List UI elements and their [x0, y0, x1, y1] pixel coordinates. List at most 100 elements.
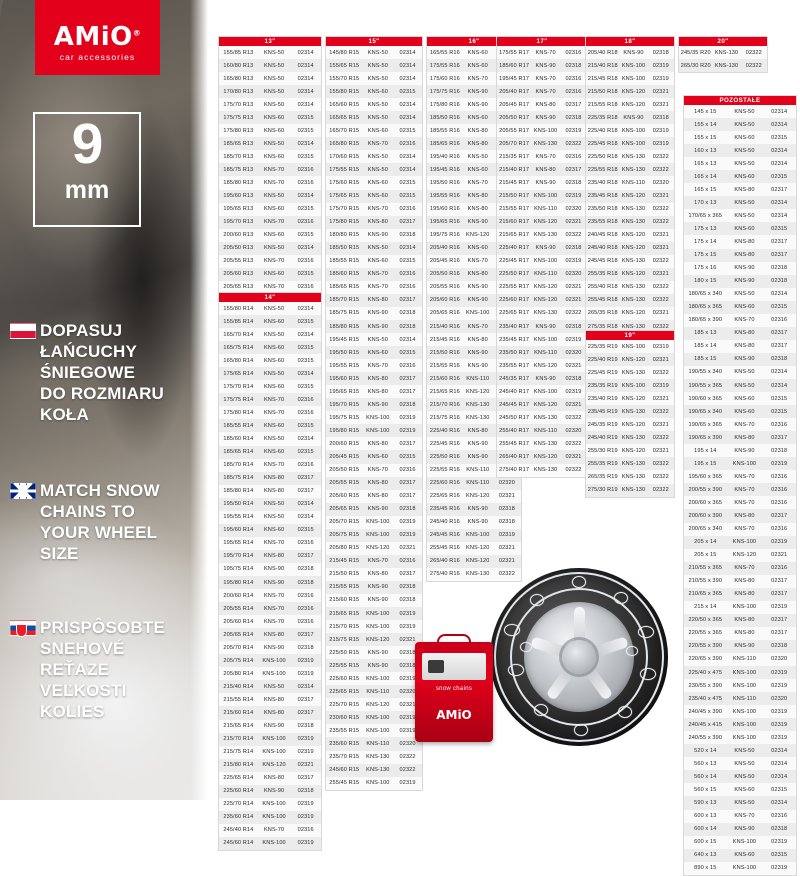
chain-model-cell: KNS-100: [366, 714, 390, 721]
tyre-size-cell: 265/35 R18: [587, 310, 618, 317]
table-row: 215/80 R14 KNS-120 02321: [219, 758, 321, 772]
table-row: 235/50 R17 KNS-110 02320: [497, 346, 587, 360]
chain-model-cell: KNS-70: [263, 827, 285, 834]
table-row: 275/35 R18 KNS-130 02322: [586, 319, 674, 334]
product-code-cell: 02315: [399, 179, 416, 186]
chain-model-cell: KNS-50: [367, 49, 388, 56]
tyre-size-cell: 195/45 R15: [329, 336, 360, 343]
tyre-size-cell: 255/45 R17: [499, 440, 530, 447]
chain-model-cell: KNS-80: [263, 553, 285, 560]
product-code-cell: 02321: [652, 447, 669, 454]
chain-model-cell: KNS-70: [734, 486, 755, 493]
product-code-cell: 02314: [771, 747, 788, 754]
chain-model-cell: KNS-110: [534, 206, 558, 213]
chain-model-cell: KNS-100: [533, 336, 558, 343]
product-code-cell: 02319: [399, 780, 416, 787]
table-row: 235/45 R18 KNS-120 02321: [586, 189, 674, 203]
table-row: 265/40 R17 KNS-120 02321: [497, 450, 587, 464]
chain-model-cell: KNS-50: [367, 245, 388, 252]
chain-model-cell: KNS-50: [734, 147, 755, 154]
chain-model-cell: KNS-110: [366, 741, 390, 747]
table-row: 245/45 R16 KNS-100 02319: [427, 528, 521, 542]
table-row: 215/65 R15 KNS-100 02319: [326, 607, 422, 621]
chain-model-cell: KNS-110: [466, 480, 490, 487]
product-code-cell: 02319: [771, 604, 788, 611]
tyre-size-cell: 175/70 R13: [223, 101, 254, 108]
tyre-size-cell: 215/55 R18: [587, 101, 618, 108]
chain-model-cell: KNS-70: [367, 558, 388, 565]
tyre-size-cell: 235/45 R19: [587, 408, 618, 415]
chain-model-cell: KNS-120: [533, 401, 558, 408]
product-code-cell: 02322: [652, 408, 669, 415]
table-row: 185/80 R15 KNS-90 02318: [326, 319, 422, 334]
chain-model-cell: KNS-50: [263, 331, 285, 338]
tyre-size-cell: 230/60 R15: [329, 714, 360, 721]
chain-model-cell: KNS-100: [732, 460, 757, 467]
chain-model-cell: KNS-60: [263, 357, 285, 364]
tyre-size-cell: 165/80 R13: [223, 75, 254, 82]
table-row: 240/45 x 390 KNS-100 02319: [684, 705, 796, 719]
chain-model-cell: KNS-100: [366, 414, 390, 421]
tyre-size-cell: 255/30 R19: [587, 447, 618, 454]
tyre-size-cell: 235/60 R14: [223, 814, 254, 821]
product-code-cell: 02317: [297, 488, 314, 495]
product-code-cell: 02314: [297, 193, 314, 200]
chain-model-cell: KNS-120: [621, 232, 646, 239]
chain-model-cell: KNS-50: [263, 245, 285, 252]
product-code-cell: 02317: [399, 480, 416, 487]
chain-model-cell: KNS-80: [734, 330, 755, 337]
table-row: 165/80 R14 KNS-60 02315: [219, 354, 321, 368]
chain-model-cell: KNS-120: [732, 552, 757, 559]
tyre-size-cell: 235/55 R18: [587, 219, 618, 226]
product-code-cell: 02314: [771, 382, 788, 389]
chain-model-cell: KNS-130: [533, 440, 558, 447]
table-row: 205/60 R13 KNS-60 02315: [219, 267, 321, 281]
chain-model-cell: KNS-80: [467, 193, 488, 200]
chain-model-cell: KNS-60: [734, 786, 755, 793]
product-code-cell: 02322: [745, 49, 762, 56]
table-row: 225/45 R17 KNS-100 02319: [497, 254, 587, 268]
tyre-size-cell: 185 x 15: [694, 356, 717, 363]
tyre-size-cell: 245/40 R18: [587, 245, 618, 252]
product-code-cell: 02315: [297, 127, 314, 134]
table-row: 235/35 R19 KNS-100 02319: [586, 379, 674, 393]
tyre-size-cell: 225/60 R17: [499, 297, 530, 304]
chain-model-cell: KNS-120: [466, 545, 490, 552]
table-row: 255/35 R19 KNS-130 02322: [586, 457, 674, 471]
product-code-cell: 02319: [399, 414, 416, 421]
chain-model-cell: KNS-90: [263, 579, 285, 586]
product-code-cell: 02321: [771, 552, 788, 559]
product-code-cell: 02319: [297, 801, 314, 808]
chain-model-cell: KNS-120: [533, 284, 558, 291]
chain-model-cell: KNS-130: [714, 62, 739, 69]
table-row: 215/70 R15 KNS-100 02319: [326, 620, 422, 634]
product-code-cell: 02315: [399, 258, 416, 265]
tyre-size-cell: 215/50 R16: [429, 349, 460, 356]
table-row: 165/75 R14 KNS-60 02315: [219, 341, 321, 355]
chain-model-cell: KNS-90: [367, 310, 388, 317]
tyre-size-cell: 230/55 x 390: [688, 682, 723, 689]
tyre-size-cell: 185/55 R14: [223, 422, 254, 429]
tyre-size-cell: 205/60 R15: [329, 493, 360, 500]
tyre-size-cell: 205/70 R17: [499, 140, 530, 147]
chain-model-cell: KNS-60: [263, 114, 285, 121]
product-code-cell: 02321: [652, 421, 669, 428]
chain-model-cell: KNS-80: [734, 630, 755, 637]
table-row: 175/75 R13 KNS-60 02315: [219, 111, 321, 125]
chain-model-cell: KNS-110: [732, 695, 756, 702]
tyre-size-cell: 175 x 16: [694, 265, 717, 272]
table-row: 220/50 x 365 KNS-80 02317: [684, 613, 796, 627]
tyre-size-cell: 225/60 R16: [429, 480, 460, 487]
chain-model-cell: KNS-80: [367, 297, 388, 304]
table-row: 215/75 R14 KNS-100 02319: [219, 745, 321, 759]
tyre-size-cell: 210/55 x 365: [688, 565, 723, 572]
product-code-cell: 02318: [565, 245, 582, 252]
product-code-cell: 02316: [399, 467, 416, 474]
chain-model-cell: KNS-120: [466, 232, 490, 239]
chain-model-cell: KNS-90: [734, 265, 755, 272]
product-code-cell: 02320: [565, 206, 582, 213]
tyre-size-cell: 245/60 R14: [223, 840, 254, 847]
chain-model-cell: KNS-80: [367, 440, 388, 447]
chain-model-cell: KNS-100: [732, 839, 757, 846]
tyre-size-cell: 235/55 R15: [329, 727, 360, 734]
